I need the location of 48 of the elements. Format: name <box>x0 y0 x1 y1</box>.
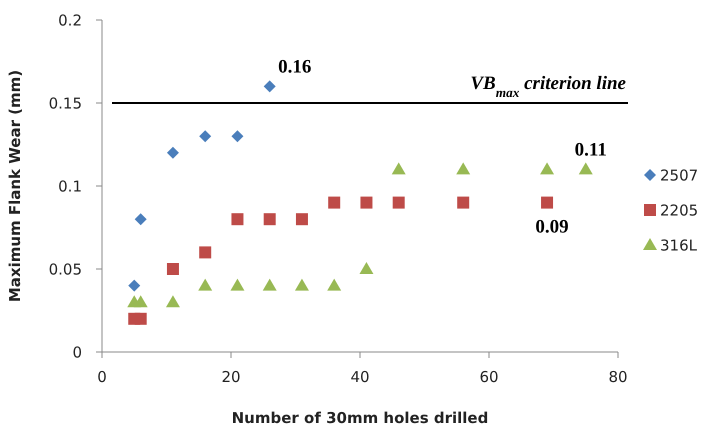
y-tick-label: 0.05 <box>48 260 82 278</box>
point <box>166 295 180 308</box>
y-axis-title: Maximum Flank Wear (mm) <box>6 70 24 302</box>
point <box>359 262 374 274</box>
point <box>264 80 276 92</box>
x-tick-label: 40 <box>350 368 370 386</box>
point <box>134 312 147 325</box>
y-tick-label: 0 <box>72 343 82 362</box>
point <box>199 246 212 258</box>
point <box>541 196 554 209</box>
point <box>328 196 340 209</box>
y-tick-label: 0.1 <box>58 177 82 196</box>
data-label: 0.09 <box>535 216 569 238</box>
point <box>264 213 276 226</box>
point <box>360 196 372 209</box>
point <box>231 130 244 142</box>
point <box>296 213 308 226</box>
x-tick-label: 80 <box>608 368 628 386</box>
y-tick-label: 0.15 <box>48 94 82 112</box>
point <box>231 213 244 226</box>
legend-label: 2205 <box>660 201 698 220</box>
x-tick-label: 60 <box>479 368 499 386</box>
point <box>230 278 244 291</box>
point <box>166 263 179 275</box>
point <box>166 146 179 159</box>
point <box>392 162 406 174</box>
point <box>294 278 309 291</box>
point <box>134 213 147 226</box>
y-tick-label: 0.2 <box>58 11 82 30</box>
point <box>540 162 554 174</box>
x-tick-label: 20 <box>221 368 241 386</box>
data-label: 0.11 <box>574 139 607 160</box>
point <box>456 162 470 174</box>
point <box>578 162 593 174</box>
legend-label: 2507 <box>660 166 698 184</box>
point <box>134 295 148 308</box>
legend-label: 316L <box>660 236 698 254</box>
point <box>198 278 212 291</box>
x-tick-label: 0 <box>97 368 107 386</box>
ref-line-label: VB$_{max}$ criterion line <box>470 73 627 100</box>
point <box>457 196 470 209</box>
point <box>128 280 140 292</box>
point <box>392 196 405 209</box>
point <box>262 278 277 291</box>
data-label: 0.16 <box>278 56 312 78</box>
x-axis-title: Number of 30mm holes drilled <box>232 409 488 427</box>
point <box>199 130 212 142</box>
point <box>327 278 342 291</box>
